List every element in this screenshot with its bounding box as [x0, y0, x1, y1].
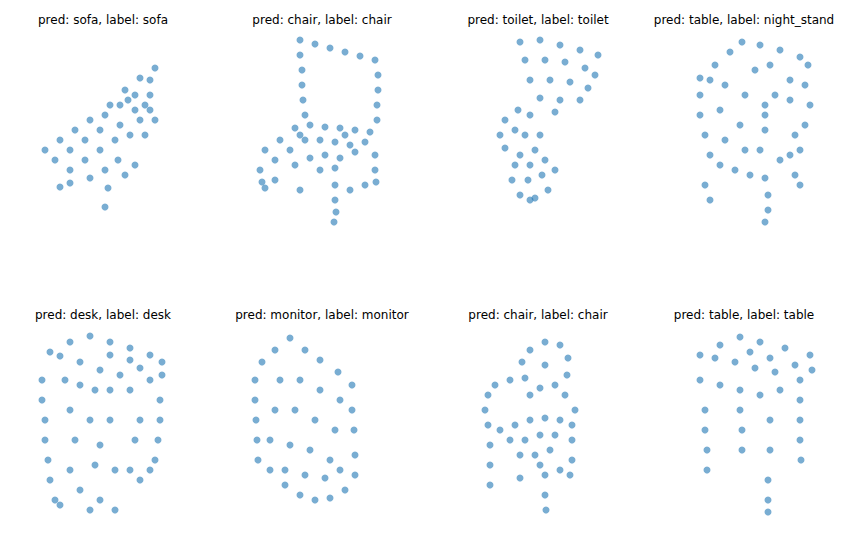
svg-text:pred: chair, label: chair: pred: chair, label: chair: [468, 308, 607, 322]
svg-text:pred: toilet, label: toilet: pred: toilet, label: toilet: [467, 13, 609, 27]
svg-text:pred: desk, label: desk: pred: desk, label: desk: [35, 308, 171, 322]
svg-text:pred: chair, label: chair: pred: chair, label: chair: [252, 13, 391, 27]
svg-text:pred: monitor, label: monitor: pred: monitor, label: monitor: [235, 308, 409, 322]
svg-text:pred: table, label: night_stan: pred: table, label: night_stand: [654, 13, 834, 27]
svg-text:pred: table, label: table: pred: table, label: table: [674, 308, 814, 322]
svg-text:pred: sofa, label: sofa: pred: sofa, label: sofa: [38, 13, 168, 27]
